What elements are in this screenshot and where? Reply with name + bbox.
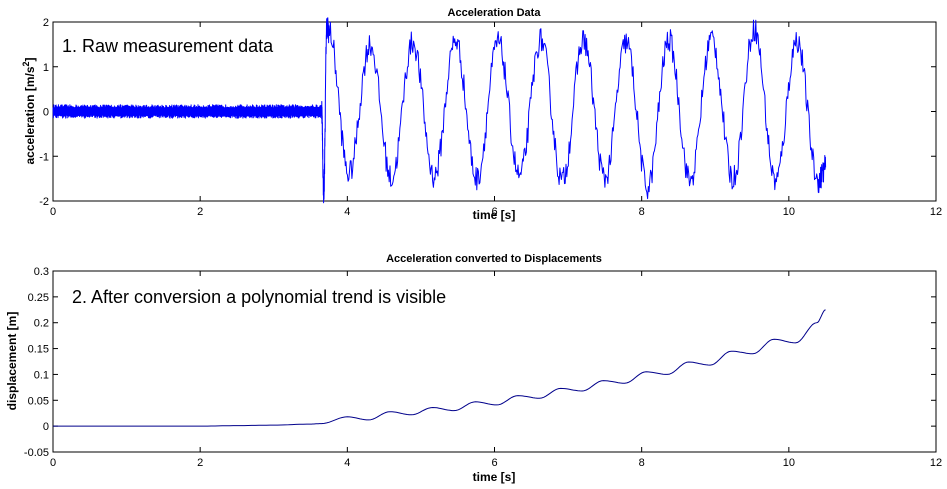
chart-acceleration-title: Acceleration Data (448, 7, 542, 19)
chart-acceleration-y-label: acceleration [m/s2] (21, 57, 37, 164)
chart-acceleration-x-ticks: 0 2 4 6 8 10 12 (50, 22, 942, 218)
chart-displacement-annotation: 2. After conversion a polynomial trend i… (72, 287, 446, 307)
chart-acceleration-y-label-end: ] (23, 57, 37, 61)
chart-acceleration-y-tick-label: 0 (43, 107, 49, 119)
chart-displacement-plot-area (52, 270, 937, 453)
chart-acceleration-series-line (52, 17, 827, 204)
chart-displacement-y-tick-label: 0.1 (34, 369, 49, 381)
chart-displacement-x-label: time [s] (473, 470, 516, 484)
chart-displacement-y-tick-label: 0.25 (28, 292, 49, 304)
chart-acceleration-x-label: time [s] (473, 208, 516, 222)
chart-acceleration-x-tick-label: 10 (783, 206, 795, 218)
chart-displacement-x-tick-label: 8 (639, 457, 645, 469)
chart-displacement-x-tick-label: 12 (930, 457, 942, 469)
chart-displacement-x-tick-label: 2 (197, 457, 203, 469)
chart-displacement-y-tick-label: 0 (43, 421, 49, 433)
chart-displacement-x-tick-label: 10 (783, 457, 795, 469)
chart-acceleration-x-tick-label: 8 (639, 206, 645, 218)
chart-acceleration-x-tick-label: 2 (197, 206, 203, 218)
chart-acceleration-y-label-sup: 2 (21, 61, 31, 66)
chart-displacement: Acceleration converted to Displacements … (5, 253, 942, 484)
chart-displacement-x-ticks: 0 2 4 6 8 10 12 (50, 271, 942, 469)
chart-displacement-x-tick-label: 0 (50, 457, 56, 469)
chart-displacement-x-tick-label: 4 (344, 457, 350, 469)
chart-displacement-y-ticks: -0.05 0 0.05 0.1 0.15 0.2 0.25 0.3 (24, 266, 936, 459)
chart-acceleration-x-tick-label: 12 (930, 206, 942, 218)
chart-acceleration-y-tick-label: -2 (39, 196, 49, 208)
chart-acceleration-y-tick-label: 2 (43, 17, 49, 29)
chart-displacement-title: Acceleration converted to Displacements (386, 253, 602, 265)
chart-acceleration-x-tick-label: 6 (491, 206, 497, 218)
chart-displacement-y-tick-label: -0.05 (24, 447, 49, 459)
chart-acceleration-y-tick-label: 1 (43, 62, 49, 74)
chart-displacement-series-line (53, 309, 826, 427)
chart-displacement-y-tick-label: 0.3 (34, 266, 49, 278)
chart-displacement-y-label: displacement [m] (5, 312, 19, 411)
chart-acceleration-y-tick-label: -1 (39, 151, 49, 163)
chart-displacement-x-tick-label: 6 (491, 457, 497, 469)
chart-acceleration-annotation: 1. Raw measurement data (62, 36, 274, 56)
chart-acceleration-x-tick-label: 0 (50, 206, 56, 218)
chart-acceleration-y-label-main: acceleration [m/s (23, 66, 37, 164)
chart-acceleration-x-tick-label: 4 (344, 206, 350, 218)
chart-displacement-y-tick-label: 0.05 (28, 395, 49, 407)
chart-displacement-y-tick-label: 0.15 (28, 344, 49, 356)
chart-displacement-y-tick-label: 0.2 (34, 318, 49, 330)
